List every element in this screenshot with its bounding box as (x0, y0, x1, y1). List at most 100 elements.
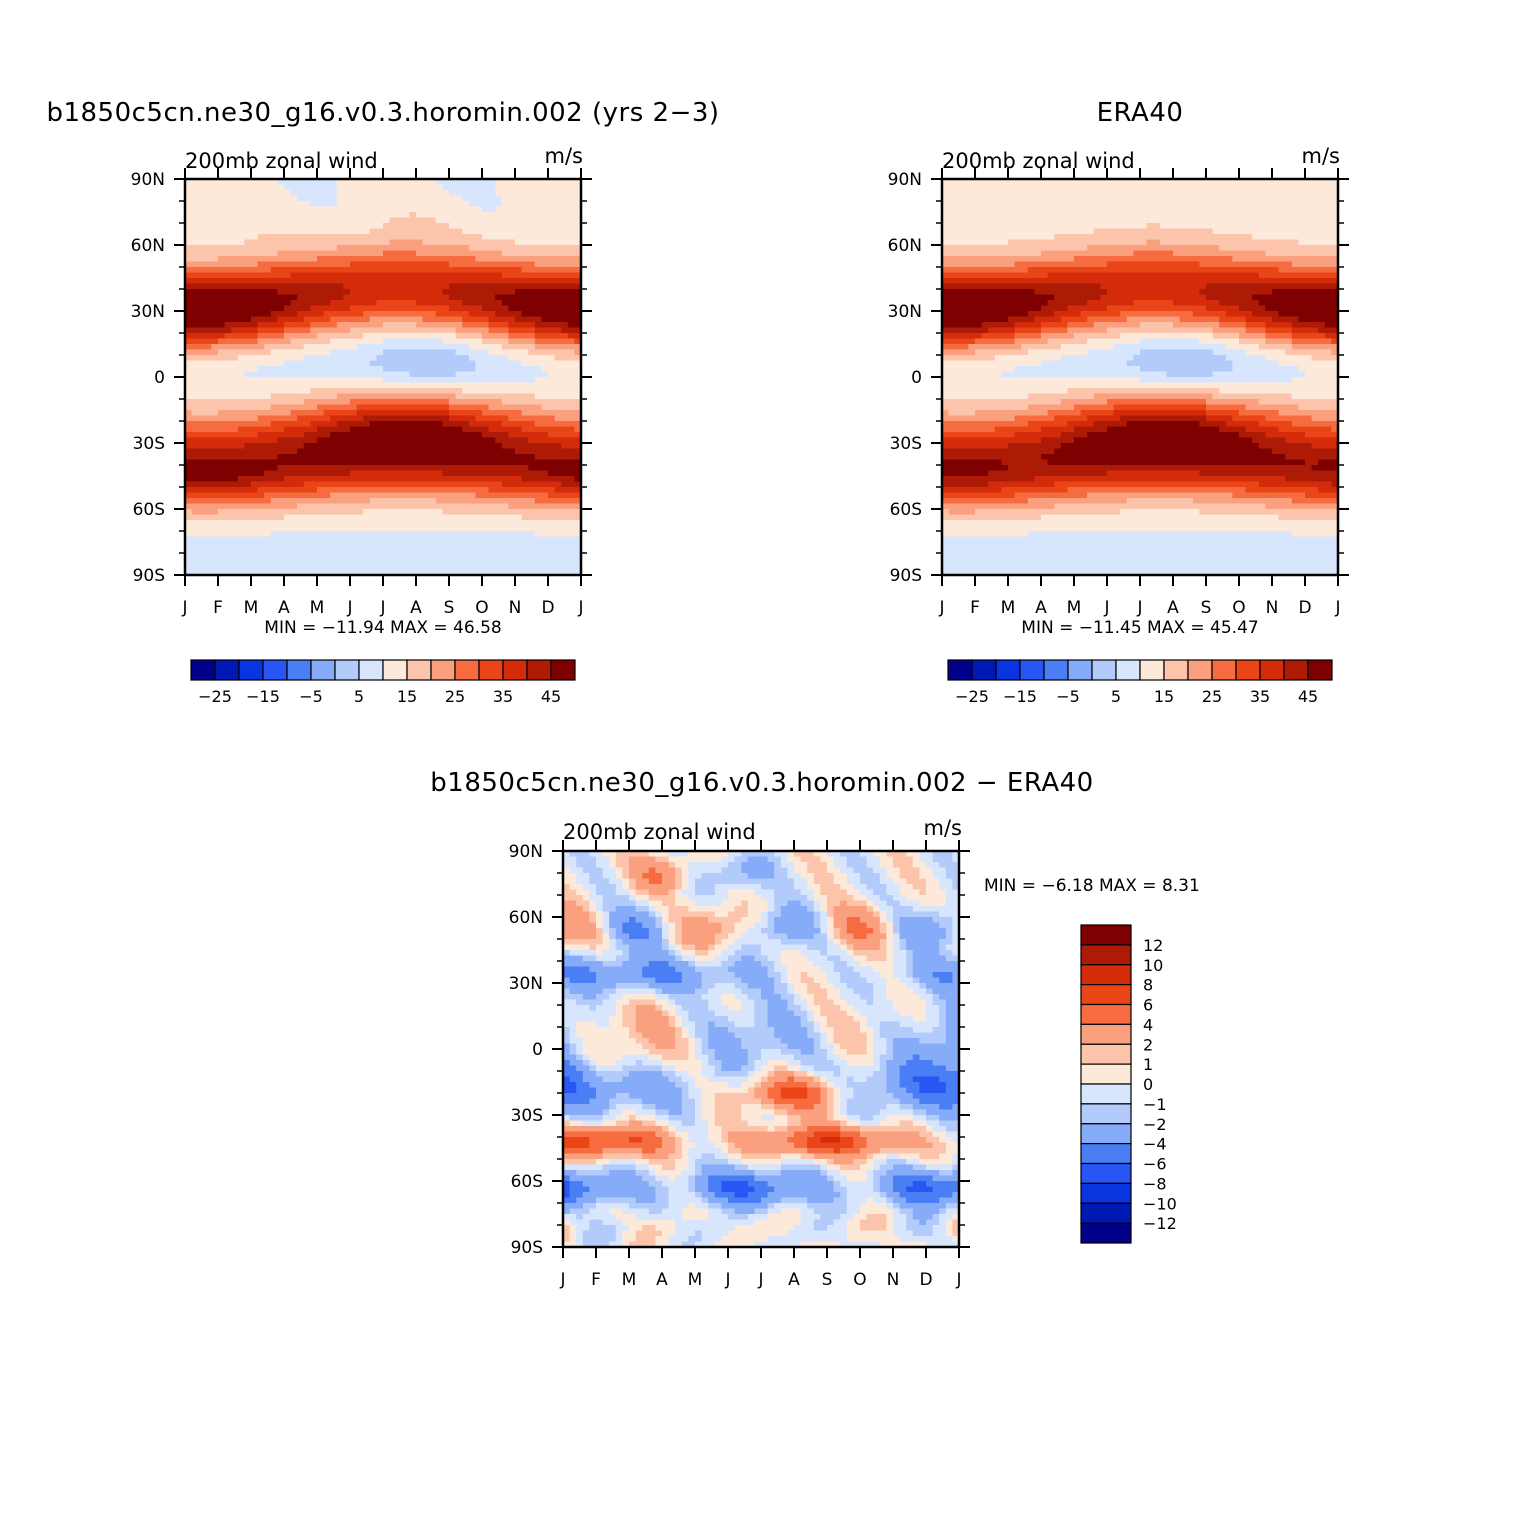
diff-field-cell (899, 1071, 960, 1078)
diff-field-cell (648, 867, 656, 874)
obs-field-cell (942, 322, 983, 329)
obs-field-cell (1239, 432, 1266, 439)
diff-field-cell (807, 1082, 821, 1089)
diff-field-cell (813, 1043, 821, 1050)
obs-xtick-label: J (938, 598, 944, 618)
diff-field-cell (893, 1181, 914, 1188)
diff-field-cell (767, 856, 782, 863)
diff-field-cell (655, 1236, 670, 1243)
model-field-cell (290, 338, 331, 345)
diff-field-cell (833, 1181, 841, 1188)
model-field-cell (185, 487, 259, 494)
model-field-cell (185, 520, 582, 527)
obs-field-cell (1027, 393, 1095, 400)
obs-field-cell (942, 465, 1009, 472)
obs-field-cell (1001, 487, 1068, 494)
obs-field-cell (942, 454, 1042, 461)
diff-field-cell (582, 1181, 650, 1188)
model-colorbar-box (478, 659, 504, 681)
diff-field-cell (873, 1115, 887, 1122)
diff-field-cell (912, 961, 960, 968)
diff-field-cell (708, 1005, 729, 1012)
diff-field-cell (912, 955, 947, 962)
diff-field-cell (675, 1148, 683, 1155)
diff-field-cell (932, 1175, 960, 1182)
obs-field-cell (1212, 333, 1240, 340)
diff-field-cell (622, 1054, 650, 1061)
model-field-cell (521, 360, 582, 367)
model-ytick-label: 60S (133, 500, 165, 520)
diff-field-cell (787, 867, 795, 874)
diff-field-cell (919, 1219, 927, 1226)
diff-field-cell (563, 1148, 604, 1155)
diff-field-cell (701, 1104, 716, 1111)
diff-field-cell (741, 1115, 762, 1122)
diff-field-cell (569, 1236, 577, 1243)
diff-field-cell (695, 1043, 703, 1050)
diff-field-cell (906, 1197, 940, 1204)
diff-field-cell (635, 1115, 656, 1122)
diff-field-cell (886, 1115, 914, 1122)
diff-field-cell (688, 873, 703, 880)
model-field-cell (277, 465, 529, 472)
obs-field-cell (1107, 399, 1207, 406)
diff-field-cell (701, 972, 736, 979)
obs-field-cell (942, 206, 1339, 213)
diff-field-cell (609, 1170, 637, 1177)
model-field-cell (330, 316, 371, 323)
diff-field-cell (569, 1027, 577, 1034)
model-field-cell (389, 239, 424, 246)
obs-field-cell (1291, 498, 1339, 505)
diff-field-cell (622, 1219, 676, 1226)
model-field-cell (488, 327, 509, 334)
obs-field-cell (1239, 410, 1280, 417)
diff-field-cell (853, 988, 874, 995)
diff-field-cell (800, 977, 815, 984)
obs-field-cell (942, 492, 1016, 499)
diff-field-cell (563, 944, 590, 951)
model-field-cell (310, 421, 338, 428)
diff-field-cell (919, 983, 927, 990)
diff-field-cell (629, 862, 670, 869)
model-field-cell (317, 256, 476, 263)
diff-field-cell (629, 889, 637, 896)
obs-field-cell (1219, 437, 1253, 444)
diff-field-cell (794, 1142, 808, 1149)
model-field-cell (488, 404, 542, 411)
obs-field-cell (1232, 492, 1306, 499)
diff-field-cell (695, 1076, 709, 1083)
model-field-cell (264, 470, 351, 477)
model-field-cell (284, 327, 311, 334)
diff-field-cell (906, 1060, 934, 1067)
diff-field-cell (668, 917, 683, 924)
diff-field-cell (668, 851, 689, 858)
model-field-cell (468, 448, 516, 455)
diff-field-cell (615, 1060, 637, 1067)
diff-field-cell (569, 950, 597, 957)
model-field-cell (251, 305, 285, 312)
diff-field-cell (893, 1164, 914, 1171)
model-field-cell (534, 377, 582, 384)
obs-field-cell (1192, 498, 1293, 505)
diff-field-cell (728, 1230, 788, 1237)
diff-field-cell (827, 867, 841, 874)
diff-field-cell (807, 972, 828, 979)
diff-field-cell (596, 1071, 630, 1078)
diff-field-cell (615, 906, 637, 913)
model-field-cell (455, 327, 490, 334)
diff-field-cell (701, 1038, 709, 1045)
diff-field-cell (701, 1049, 716, 1056)
diff-colorbar-box (1080, 1143, 1132, 1165)
diff-field-cell (932, 873, 947, 880)
diff-field-cell (642, 922, 656, 929)
obs-field-cell (942, 344, 969, 351)
diff-field-cell (596, 906, 604, 913)
diff-field-cell (846, 1175, 868, 1182)
diff-field-cell (846, 1076, 854, 1083)
diff-field-cell (668, 1120, 683, 1127)
model-field-cell (290, 300, 331, 307)
diff-field-cell (642, 1104, 656, 1111)
obs-field-cell (1311, 355, 1339, 362)
diff-field-cell (820, 911, 828, 918)
diff-field-cell (833, 1071, 841, 1078)
